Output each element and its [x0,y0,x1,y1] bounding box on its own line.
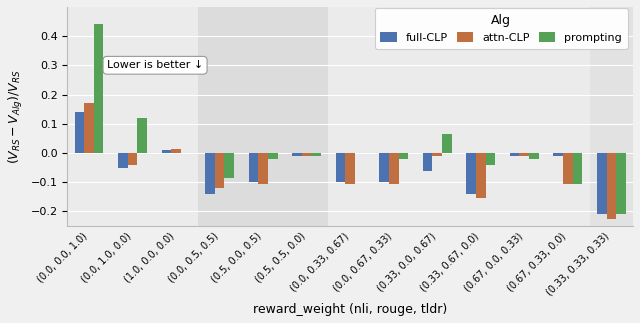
Bar [616,153,626,214]
Bar [128,153,138,165]
Bar [312,153,321,156]
Bar [118,153,128,168]
Bar [94,25,104,153]
Bar [389,153,399,184]
Bar [259,153,268,184]
Bar [399,153,408,159]
Bar [328,7,589,226]
Bar [442,134,452,153]
X-axis label: reward_weight (nli, rouge, tldr): reward_weight (nli, rouge, tldr) [253,303,447,316]
Bar [84,103,94,153]
Bar [380,153,389,182]
Bar [486,153,495,165]
Bar [346,153,355,184]
Text: Lower is better ↓: Lower is better ↓ [107,60,203,70]
Bar [138,118,147,153]
Bar [607,153,616,219]
Bar [162,150,172,153]
Bar [198,7,328,226]
Bar [249,153,259,182]
Bar [467,153,476,194]
Legend: full-CLP, attn-CLP, prompting: full-CLP, attn-CLP, prompting [374,8,627,48]
Bar [510,153,520,156]
Bar [476,153,486,198]
Bar [67,7,198,226]
Bar [597,153,607,214]
Bar [520,153,529,156]
Bar [554,153,563,156]
Bar [268,153,278,159]
Bar [529,153,539,159]
Bar [215,153,225,188]
Y-axis label: $(V_{RS} - V_{Alg})/V_{RS}$: $(V_{RS} - V_{Alg})/V_{RS}$ [7,69,25,164]
Bar [589,7,633,226]
Bar [225,153,234,178]
Bar [172,149,181,153]
Bar [302,153,312,156]
Bar [336,153,346,182]
Bar [423,153,433,171]
Bar [573,153,582,184]
Bar [563,153,573,184]
Bar [292,153,302,156]
Bar [75,112,84,153]
Bar [205,153,215,194]
Bar [433,153,442,156]
